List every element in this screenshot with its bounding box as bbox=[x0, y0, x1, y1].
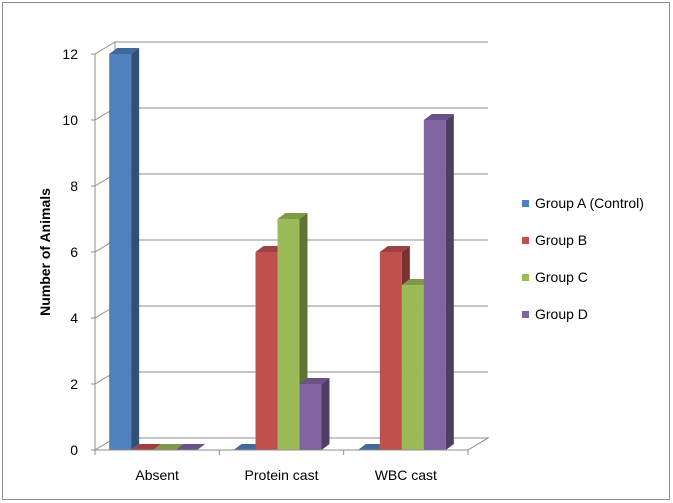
bar-top bbox=[109, 48, 140, 54]
legend-swatch bbox=[522, 237, 529, 244]
bar-side bbox=[445, 114, 454, 450]
gridline-side bbox=[94, 41, 116, 55]
bar-top bbox=[299, 378, 330, 384]
bar bbox=[175, 444, 206, 450]
y-tick-label: 4 bbox=[70, 310, 78, 326]
x-tick-labels: Absent Protein cast WBC cast bbox=[135, 467, 437, 483]
y-tick-label: 10 bbox=[62, 112, 78, 128]
bar-front bbox=[299, 384, 322, 450]
bar-top bbox=[423, 114, 454, 120]
legend-label: Group B bbox=[535, 232, 587, 248]
y-tick-labels: 0 2 4 6 8 10 12 bbox=[62, 46, 78, 458]
bar-front bbox=[255, 252, 278, 450]
bar-side bbox=[131, 48, 140, 450]
bar-front bbox=[379, 252, 402, 450]
bar-top bbox=[153, 444, 184, 450]
bar bbox=[299, 378, 330, 450]
y-axis-label: Number of Animals bbox=[37, 188, 53, 316]
y-tick-label: 0 bbox=[70, 442, 78, 458]
y-tick-label: 12 bbox=[62, 46, 78, 62]
bar bbox=[109, 48, 140, 450]
y-tick-label: 2 bbox=[70, 376, 78, 392]
bar bbox=[153, 444, 184, 450]
x-tick-label: WBC cast bbox=[375, 467, 437, 483]
legend-swatch bbox=[522, 311, 529, 318]
bar-front bbox=[277, 219, 300, 450]
bar-top bbox=[175, 444, 206, 450]
x-tick-label: Protein cast bbox=[245, 467, 319, 483]
bar-front bbox=[401, 285, 424, 450]
legend: Group A (Control) Group B Group C Group D bbox=[522, 195, 644, 322]
bars bbox=[109, 48, 454, 450]
legend-label: Group C bbox=[535, 269, 588, 285]
bar-top bbox=[277, 213, 308, 219]
x-tick-label: Absent bbox=[135, 467, 179, 483]
y-tick-label: 8 bbox=[70, 178, 78, 194]
legend-label: Group A (Control) bbox=[535, 195, 644, 211]
bar-front bbox=[109, 54, 132, 450]
legend-label: Group D bbox=[535, 306, 588, 322]
bar-side bbox=[321, 378, 330, 450]
bar-front bbox=[423, 120, 446, 450]
bar bbox=[423, 114, 454, 450]
y-tick-label: 6 bbox=[70, 244, 78, 260]
axes bbox=[91, 53, 469, 455]
bar bbox=[131, 444, 162, 450]
legend-swatch bbox=[522, 200, 529, 207]
bar-top bbox=[379, 246, 410, 252]
bar-top bbox=[131, 444, 162, 450]
legend-swatch bbox=[522, 274, 529, 281]
